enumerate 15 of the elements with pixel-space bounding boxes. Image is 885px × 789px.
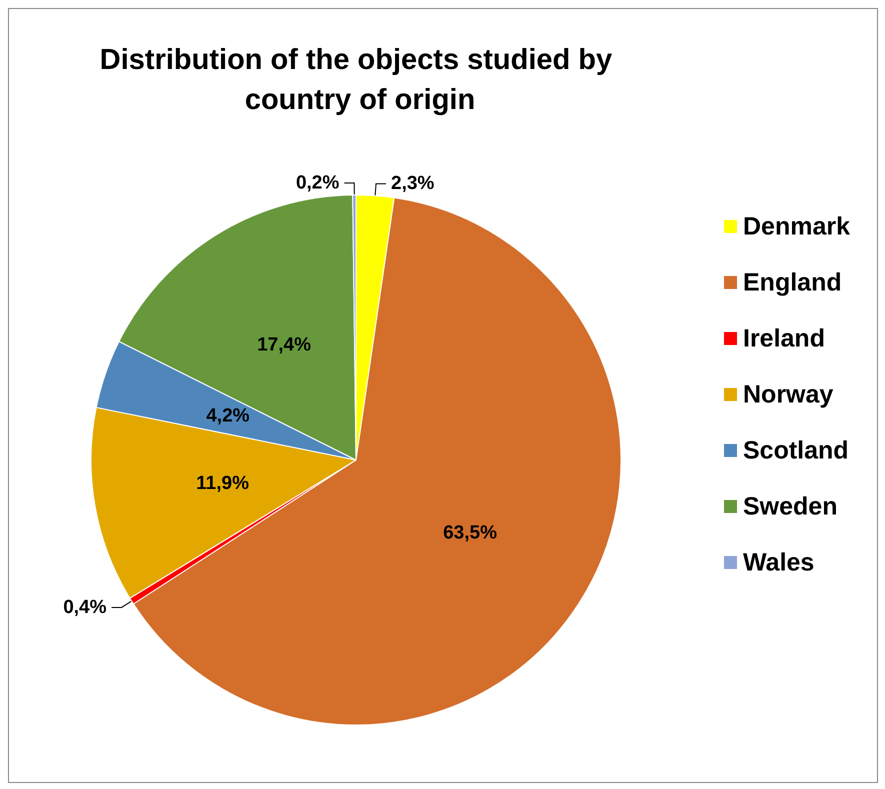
legend-label: Wales (743, 548, 814, 576)
legend-label: Norway (743, 380, 834, 408)
data-label: 63,5% (443, 522, 498, 544)
data-label: 17,4% (257, 334, 312, 356)
legend-label: Denmark (743, 212, 850, 240)
legend-label: Sweden (743, 492, 838, 520)
legend-label: Scotland (743, 436, 849, 464)
data-label: 11,9% (196, 473, 250, 494)
legend-label: England (743, 268, 842, 296)
legend-label: Ireland (743, 324, 825, 352)
data-label: 0,4% (63, 596, 107, 618)
data-label: 2,3% (391, 173, 434, 194)
data-label: 4,2% (206, 405, 250, 426)
chart-title: Distribution of the objects studied by country of origin (100, 44, 620, 116)
data-label: 0,2% (296, 172, 340, 194)
